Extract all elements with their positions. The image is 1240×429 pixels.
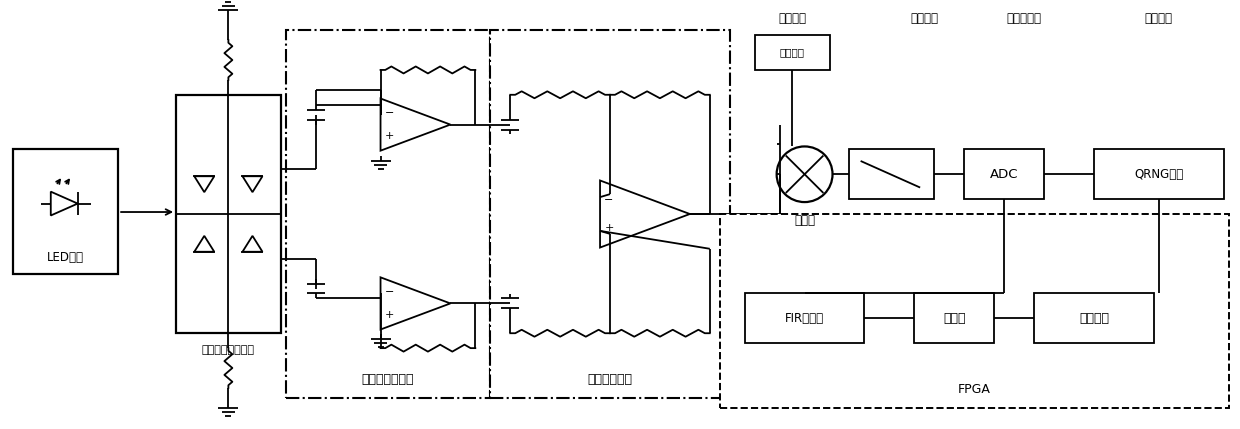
Text: 分布处理: 分布处理 [1079, 312, 1109, 325]
Text: −: − [384, 109, 394, 118]
Text: +: + [384, 131, 394, 141]
Text: QRNG序列: QRNG序列 [1135, 168, 1183, 181]
Bar [14, 149, 118, 274]
Text: 信号输出: 信号输出 [1145, 12, 1173, 25]
Bar [719, 214, 1229, 408]
Bar [755, 35, 830, 70]
Text: 全差分放大器: 全差分放大器 [588, 373, 632, 386]
Bar [285, 30, 490, 398]
Text: 低通滤波: 低通滤波 [910, 12, 939, 25]
Text: ADC: ADC [990, 168, 1018, 181]
Text: +: + [384, 310, 394, 320]
Text: 乘法器: 乘法器 [794, 214, 815, 227]
Text: FIR滤波器: FIR滤波器 [785, 312, 825, 325]
Text: 消直流: 消直流 [942, 312, 966, 325]
Text: 模数转换器: 模数转换器 [1007, 12, 1042, 25]
Bar [965, 149, 1044, 199]
Bar [1034, 293, 1153, 343]
Bar [1094, 149, 1224, 199]
Text: 高频正弦: 高频正弦 [779, 12, 806, 25]
Text: 前置运算放大器: 前置运算放大器 [362, 373, 414, 386]
Bar [490, 30, 730, 398]
Text: FPGA: FPGA [957, 383, 991, 396]
Bar [914, 293, 994, 343]
Bar [745, 293, 864, 343]
Text: +: + [604, 224, 614, 233]
Text: 四象限光电探测器: 四象限光电探测器 [202, 345, 255, 355]
Text: −: − [384, 287, 394, 297]
Bar [849, 149, 934, 199]
Text: LED光源: LED光源 [47, 251, 84, 264]
Text: 高频正弦: 高频正弦 [780, 48, 805, 57]
Bar [176, 95, 280, 333]
Text: −: − [604, 195, 614, 205]
